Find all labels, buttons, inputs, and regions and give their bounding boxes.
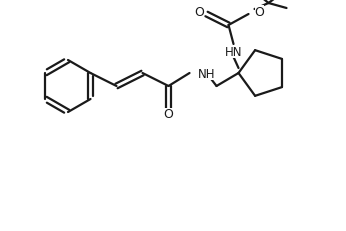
Text: HN: HN bbox=[225, 45, 242, 58]
Text: O: O bbox=[194, 6, 204, 18]
Text: NH: NH bbox=[198, 67, 215, 80]
Text: O: O bbox=[164, 108, 173, 121]
Text: O: O bbox=[255, 6, 264, 18]
